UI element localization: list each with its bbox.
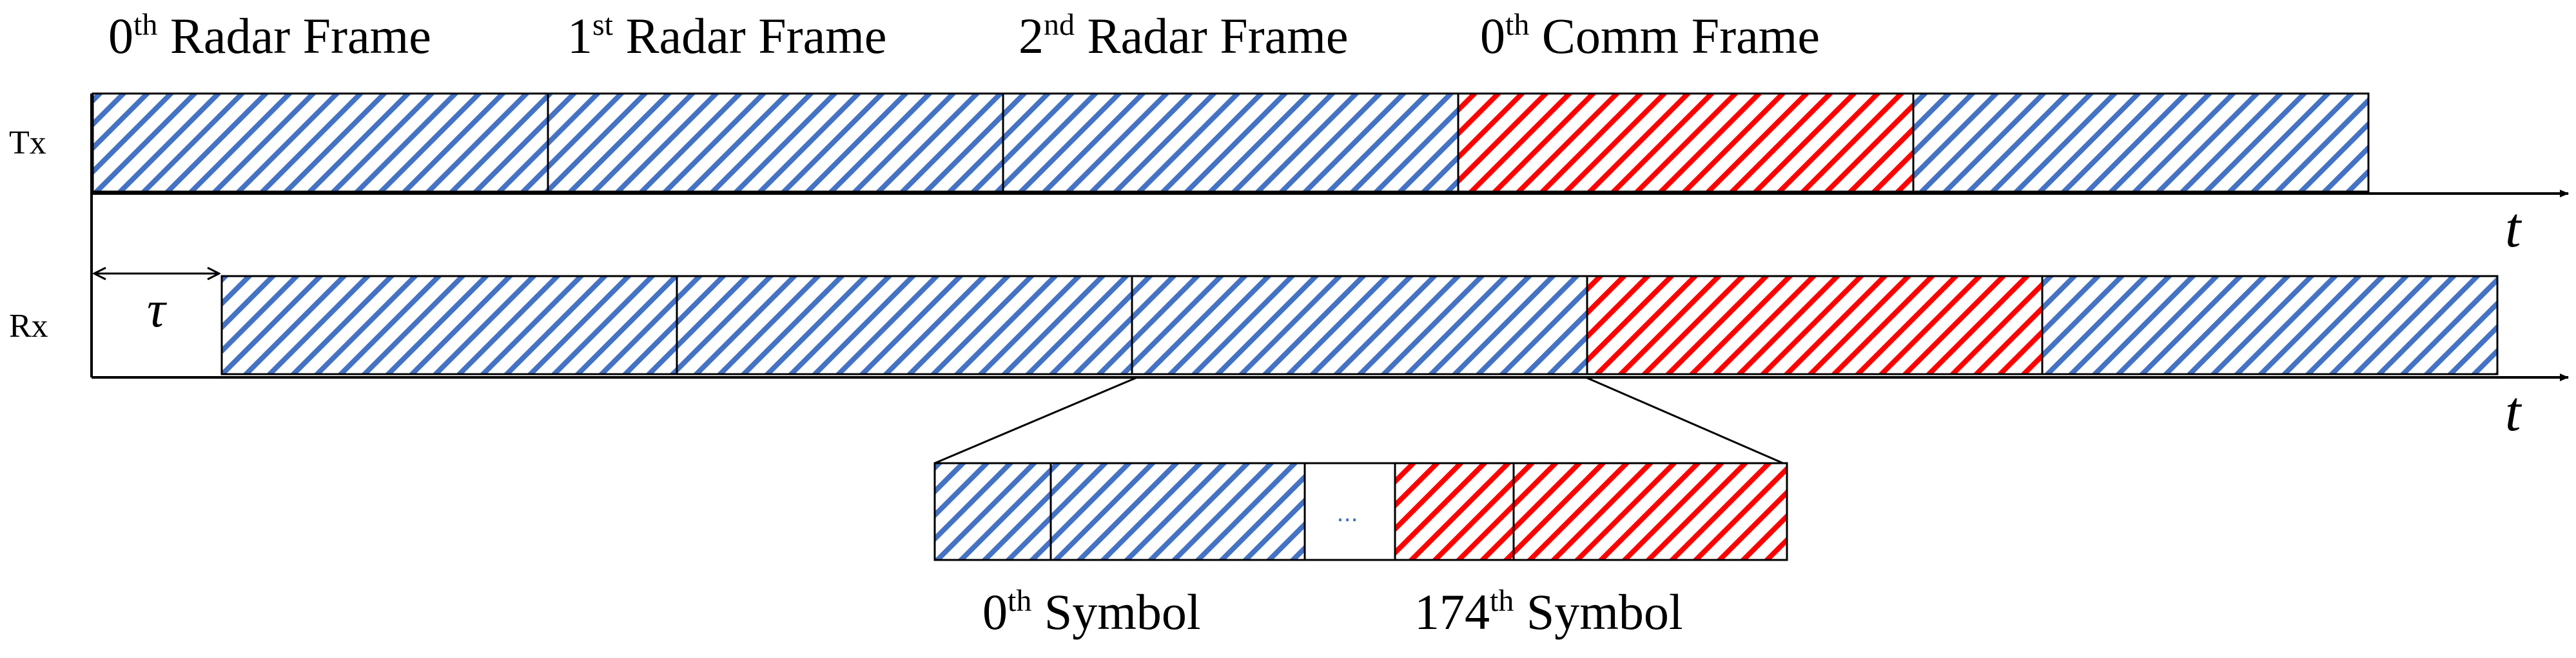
rx-track — [220, 275, 2499, 375]
frame-labels: 0th Radar Frame 1st Radar Frame 2nd Rada… — [108, 8, 1820, 64]
rx-comm-frame-3 — [1586, 275, 2044, 375]
symbol-cell-comm-4 — [1512, 462, 1788, 561]
tx-radar-frame-2 — [1002, 92, 1459, 193]
rx-radar-frame-4 — [2041, 275, 2499, 375]
tx-radar-frame-0 — [92, 92, 549, 193]
tx-comm-frame-3 — [1457, 92, 1915, 193]
rx-radar-frame-0 — [220, 275, 678, 375]
rx-radar-frame-2 — [1131, 275, 1588, 375]
symbol-label-first: 0th Symbol — [982, 584, 1201, 640]
tx-label: Tx — [9, 125, 46, 161]
zoom-ellipsis: ... — [1336, 499, 1358, 527]
delay-tau-label: τ — [147, 281, 168, 338]
tx-track — [92, 92, 2370, 193]
tx-radar-frame-1 — [547, 92, 1004, 193]
zoom-connector-left — [934, 376, 1138, 464]
zoom-connector-right — [1585, 376, 1784, 464]
tx-axis-t-label: t — [2505, 197, 2522, 259]
symbol-cell-radar-0 — [933, 462, 1052, 561]
rx-label: Rx — [9, 308, 48, 344]
symbol-label-last: 174th Symbol — [1414, 584, 1683, 640]
symbol-cell-radar-1 — [1049, 462, 1306, 561]
frame-label-3: 0th Comm Frame — [1480, 8, 1820, 64]
symbol-zoom-strip — [933, 462, 1788, 561]
rx-axis-t-label: t — [2505, 381, 2522, 443]
rx-radar-frame-1 — [676, 275, 1133, 375]
symbol-cell-comm-3 — [1394, 462, 1515, 561]
frame-label-0: 0th Radar Frame — [108, 8, 431, 64]
frame-label-2: 2nd Radar Frame — [1019, 8, 1349, 64]
frame-label-1: 1st Radar Frame — [567, 8, 887, 64]
symbol-cell-gap-2 — [1303, 462, 1396, 561]
tx-radar-frame-4 — [1912, 92, 2370, 193]
